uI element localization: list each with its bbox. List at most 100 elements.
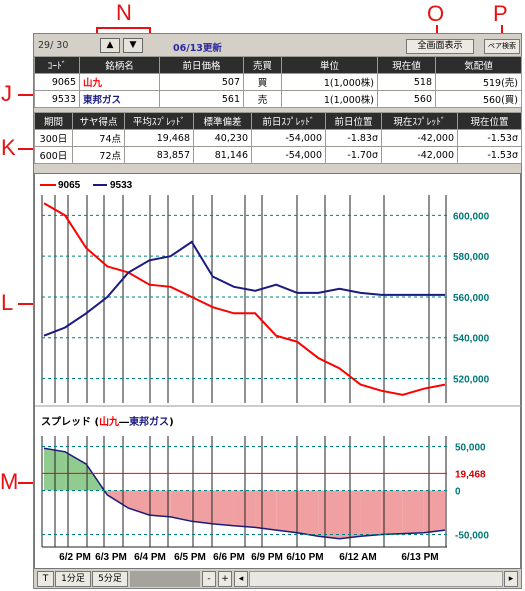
charts-area[interactable]: 9065 9533 600,000 580,000 560,000 540,000 52… (34, 173, 522, 569)
annotation-k: K (1, 135, 16, 160)
spread-tick-label: -50,000 (455, 530, 489, 541)
annotation-p: P (493, 1, 508, 26)
annotation-o: O (427, 1, 445, 26)
current-position: -1.53σ (457, 146, 522, 164)
x-tick-label: 6/9 PM (251, 552, 283, 563)
current-spread: -42,000 (381, 129, 458, 147)
x-tick-label: 6/10 PM (286, 552, 323, 563)
col-prev: 前日価格 (159, 56, 244, 74)
update-date: 06/13更新 (173, 43, 222, 54)
stddev: 81,146 (193, 146, 252, 164)
trade-side: 買 (243, 73, 282, 91)
zoom-out-button[interactable]: - (202, 571, 216, 587)
col-name: 銘柄名 (79, 56, 160, 74)
prev-position: -1.83σ (325, 129, 382, 147)
trade-side: 売 (243, 90, 282, 108)
annotation-j: J (1, 81, 12, 106)
spread-area-segment (423, 490, 445, 533)
price-tick-label: 560,000 (453, 293, 490, 304)
spread-area-segment (212, 490, 234, 526)
scroll-left-button[interactable]: ◂ (234, 571, 248, 587)
annotation-n-bracket-left (96, 27, 98, 37)
col-current: 現在値 (377, 56, 436, 74)
stock-name: 東邦ガス (79, 90, 160, 108)
spread-area-segment (191, 490, 213, 524)
spread-area-segment (255, 490, 277, 531)
x-tick-label: 6/3 PM (95, 552, 127, 563)
spread-area-segment (402, 490, 424, 534)
prev-position: -1.70σ (325, 146, 382, 164)
avg-spread: 19,468 (124, 129, 194, 147)
score: 74点 (72, 129, 125, 147)
scroll-spacer (130, 571, 200, 587)
x-tick-label: 6/6 PM (213, 552, 245, 563)
col-prev-position: 前日位置 (325, 112, 382, 130)
annotation-n-bracket-top (96, 27, 151, 29)
quote-price: 519(売) (435, 73, 522, 91)
legend-label-b: 9533 (110, 180, 133, 191)
spread-area-segment (318, 490, 340, 539)
current-price: 518 (377, 73, 436, 91)
col-current-position: 現在位置 (457, 112, 522, 130)
stats-table-header: 期間 サヤ得点 平均ｽﾌﾟﾚｯﾄﾞ 標準偏差 前日ｽﾌﾟﾚｯﾄﾞ 前日位置 現在… (34, 112, 522, 130)
pair-search-button[interactable]: ペア検索 (484, 39, 520, 54)
bottom-bar: T 1分足 5分足 - + ◂ ▸ (34, 570, 521, 588)
spread-area-segment (297, 490, 319, 537)
tab-t[interactable]: T (37, 571, 54, 587)
series-line-9533 (43, 240, 445, 337)
period: 600日 (34, 146, 73, 164)
spread-title: スプレッド (山九―東邦ガス) (41, 415, 174, 428)
spread-tick-label: 50,000 (455, 443, 486, 454)
prev-spread: -54,000 (251, 129, 326, 147)
quote-price: 560(買) (435, 90, 522, 108)
fullscreen-button[interactable]: 全画面表示 (406, 39, 474, 54)
next-pair-button[interactable]: ▼ (123, 38, 143, 53)
price-tick-label: 600,000 (453, 211, 490, 222)
code: 9065 (34, 73, 80, 91)
x-tick-label: 6/13 PM (401, 552, 438, 563)
annotation-o-line (436, 25, 438, 37)
annotation-p-line (501, 25, 503, 37)
stats-row-300[interactable]: 300日 74点 19,468 40,230 -54,000 -1.83σ -4… (34, 129, 522, 147)
spread-tick-label: 0 (455, 487, 461, 498)
annotation-n: N (116, 0, 132, 25)
legend-label-a: 9065 (58, 180, 81, 191)
spread-area-segment (128, 490, 150, 516)
annotation-l: L (1, 290, 14, 315)
prev-pair-button[interactable]: ▲ (100, 38, 120, 53)
scroll-right-button[interactable]: ▸ (504, 571, 518, 587)
price-chart[interactable]: 9065 9533 600,000 580,000 560,000 540,000 52… (40, 180, 490, 403)
stock-row-a[interactable]: 9065 山九 507 買 1(1,000株) 518 519(売) (34, 73, 522, 91)
score: 72点 (72, 146, 125, 164)
tab-1min[interactable]: 1分足 (55, 571, 91, 587)
price-tick-label: 540,000 (453, 334, 490, 345)
current-spread: -42,000 (381, 146, 458, 164)
reference-label: 19,468 (455, 469, 486, 480)
unit: 1(1,000株) (281, 90, 378, 108)
price-tick-label: 520,000 (453, 375, 490, 386)
toolbar: 29/ 30 ▲ ▼ 06/13更新 全画面表示 ペア検索 (34, 34, 521, 56)
code: 9533 (34, 90, 80, 108)
x-tick-label: 6/5 PM (174, 552, 206, 563)
annotation-m: M (0, 469, 19, 494)
pair-trading-window: 29/ 30 ▲ ▼ 06/13更新 全画面表示 ペア検索 ｺｰﾄﾞ 銘柄名 前… (33, 33, 522, 589)
col-avg-spread: 平均ｽﾌﾟﾚｯﾄﾞ (124, 112, 194, 130)
col-score: サヤ得点 (72, 112, 125, 130)
stock-table-header: ｺｰﾄﾞ 銘柄名 前日価格 売買 単位 現在値 気配値 (34, 56, 522, 74)
stddev: 40,230 (193, 129, 252, 147)
col-unit: 単位 (281, 56, 378, 74)
col-period: 期間 (34, 112, 73, 130)
stock-row-b[interactable]: 9533 東邦ガス 561 売 1(1,000株) 560 560(買) (34, 90, 522, 108)
tab-5min[interactable]: 5分足 (92, 571, 128, 587)
col-side: 売買 (243, 56, 282, 74)
zoom-in-button[interactable]: + (218, 571, 232, 587)
spread-chart[interactable]: スプレッド (山九―東邦ガス) 50,000 19,468 0 -50,000 (41, 415, 489, 547)
spread-area-segment (381, 490, 403, 535)
horizontal-scrollbar[interactable] (249, 571, 503, 587)
charts-svg: 9065 9533 600,000 580,000 560,000 540,000 52… (35, 180, 522, 563)
annotation-l-line (18, 303, 33, 305)
avg-spread: 83,857 (124, 146, 194, 164)
stats-row-600[interactable]: 600日 72点 83,857 81,146 -54,000 -1.70σ -4… (34, 146, 522, 164)
period: 300日 (34, 129, 73, 147)
current-price: 560 (377, 90, 436, 108)
